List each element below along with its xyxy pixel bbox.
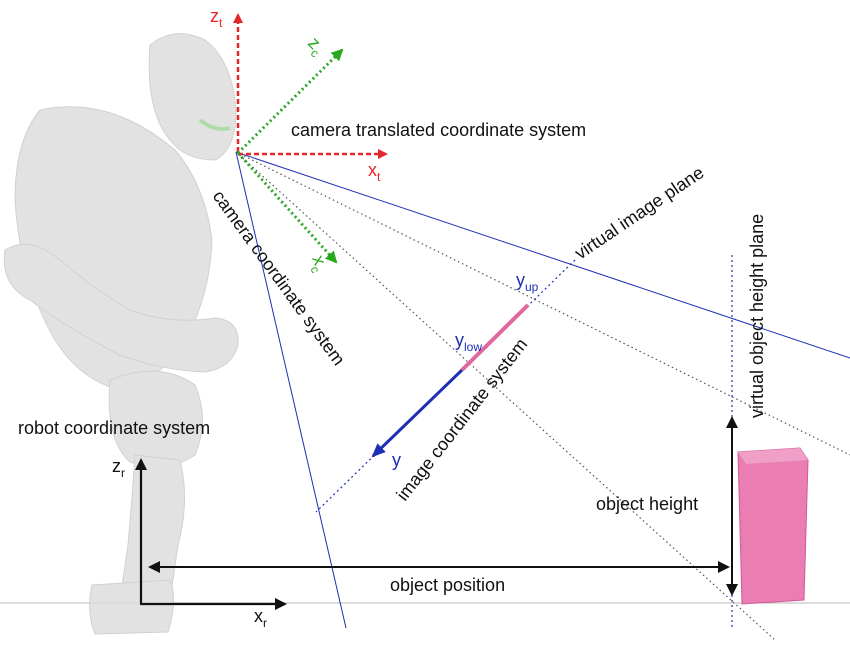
blue-lower-ray — [235, 151, 347, 629]
robot-foot — [89, 579, 174, 635]
y-label: y — [392, 450, 401, 470]
blue-upper-ray — [235, 151, 850, 359]
robot-arm — [3, 243, 239, 373]
camera-z-axis — [236, 48, 344, 155]
robot-face-stripe — [198, 118, 231, 131]
robot-hip — [108, 370, 203, 468]
image-y-axis — [371, 368, 464, 458]
xc-label: xc — [304, 253, 332, 275]
robot-coordinate-label: robot coordinate system — [18, 418, 210, 438]
robot-figure — [3, 33, 239, 635]
robot-leg — [119, 454, 185, 601]
ylow-label: ylow — [455, 330, 482, 354]
dotted-ray-upper — [235, 151, 850, 456]
zc-label: zc — [301, 33, 329, 61]
object-block — [737, 447, 809, 605]
virtual-object-height-plane-label: virtual object height plane — [747, 214, 767, 418]
zr-label: zr — [112, 456, 125, 480]
object-height-label: object height — [596, 494, 698, 514]
camera-translated-label: camera translated coordinate system — [291, 120, 586, 140]
yup-label: yup — [516, 270, 539, 294]
image-coordinate-label: image coordinate system — [392, 334, 531, 504]
camera-rays — [235, 151, 850, 641]
zt-label: zt — [210, 6, 223, 30]
ylow-yup-segment — [460, 303, 530, 372]
xr-label: xr — [254, 606, 267, 630]
xt-label: xt — [368, 160, 381, 184]
object-position-label: object position — [390, 575, 505, 595]
virtual-image-plane-label: virtual image plane — [571, 162, 707, 263]
